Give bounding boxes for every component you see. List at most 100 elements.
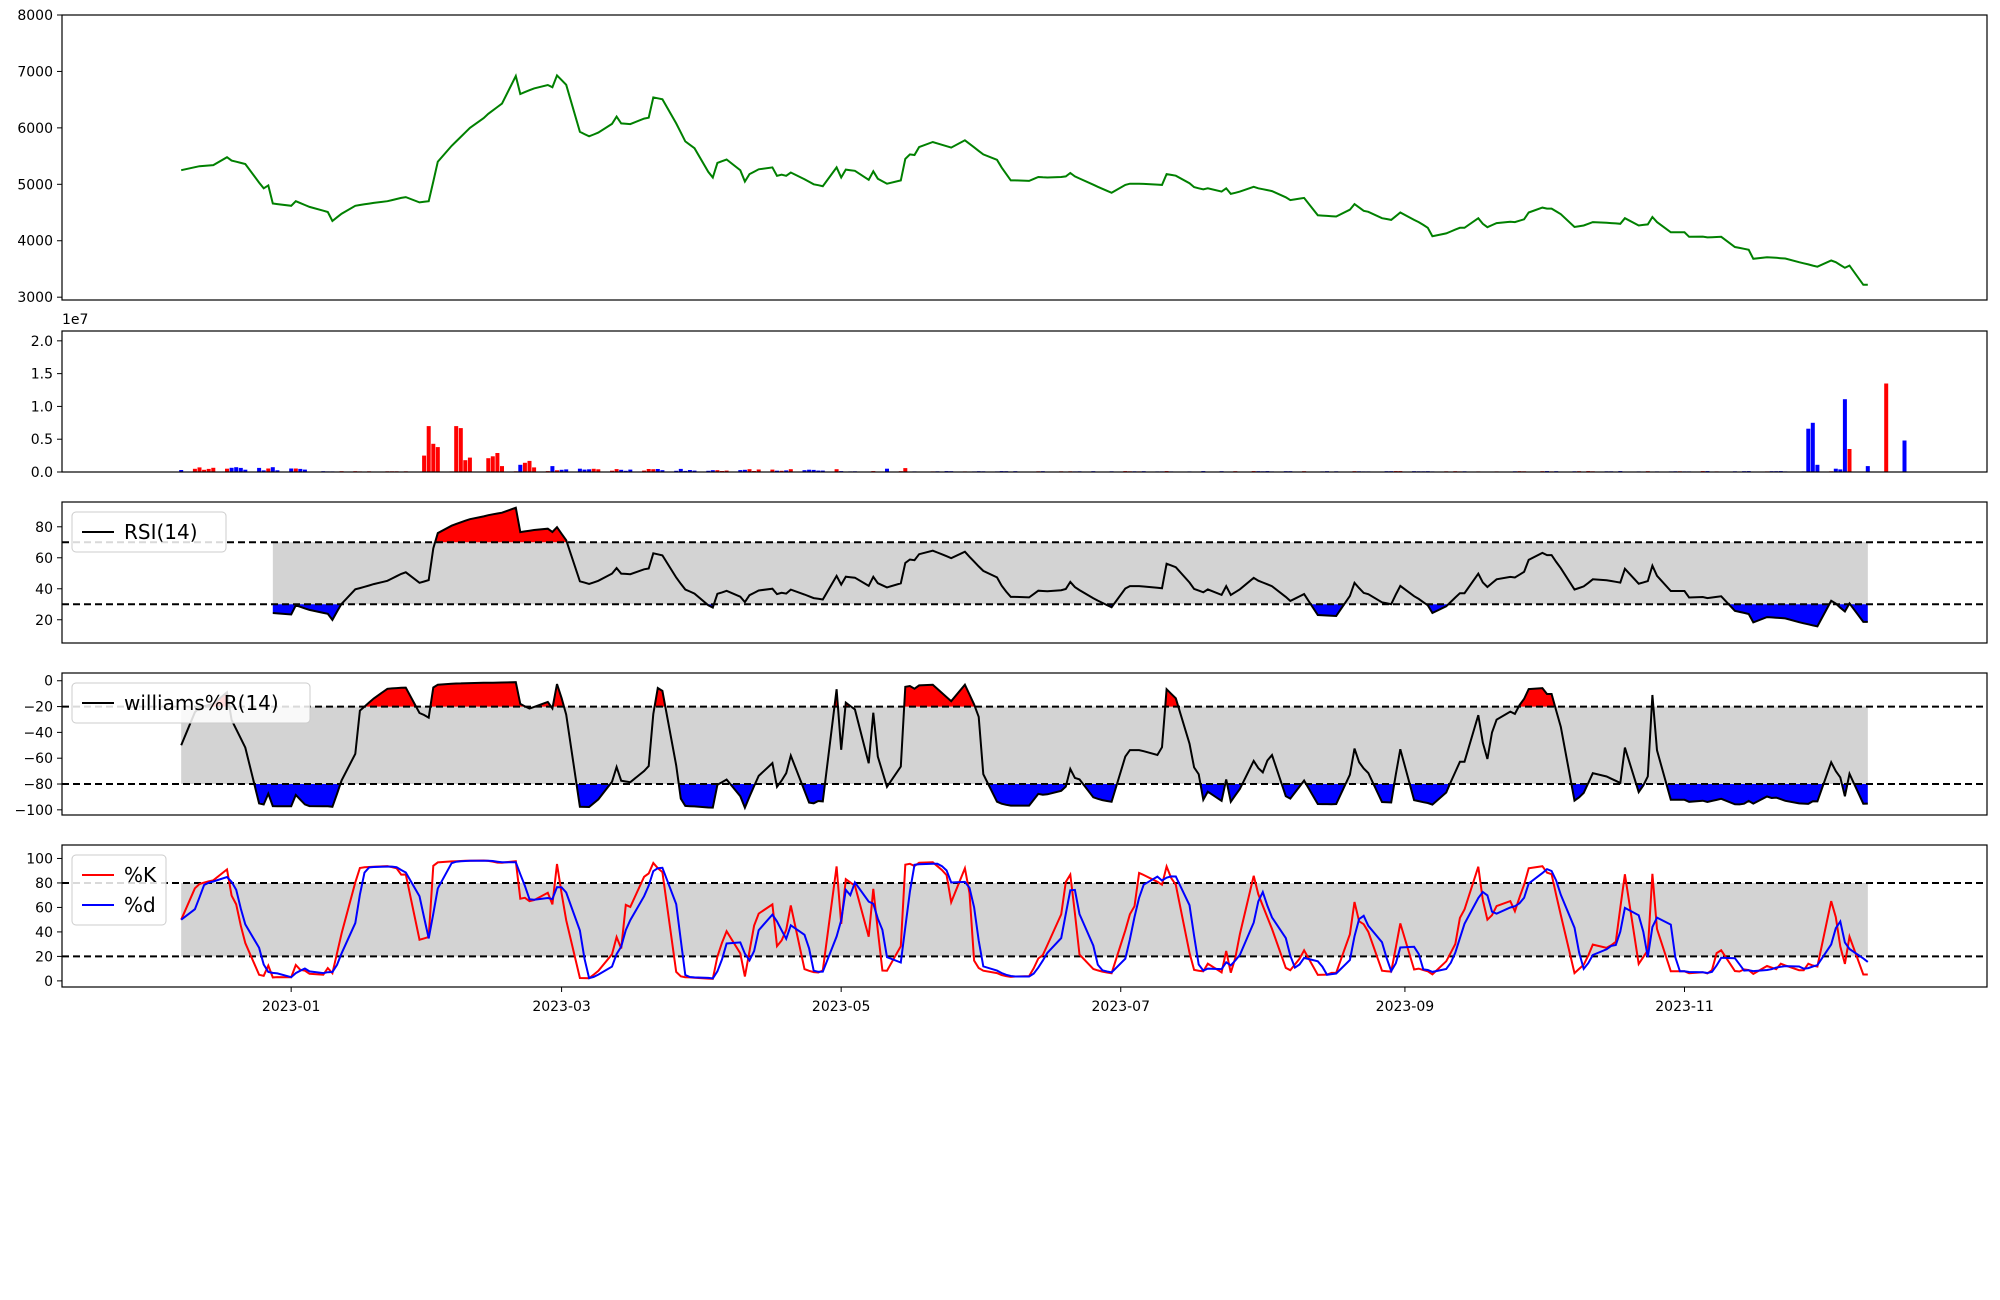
stoch-d-line bbox=[180, 859, 1869, 980]
rsi-overbought-fill bbox=[435, 507, 567, 543]
volume-bar bbox=[422, 455, 427, 472]
volume-bar bbox=[1838, 469, 1843, 472]
price-ytick-label: 6000 bbox=[17, 121, 53, 137]
volume-bar bbox=[642, 470, 647, 472]
volume-bar bbox=[820, 470, 825, 472]
x-tick-label: 2023-03 bbox=[532, 999, 591, 1015]
williams-panel: −100 −80 −60 −40 −20 0 williams%R(14) bbox=[15, 672, 1988, 819]
williams-ytick-label: −60 bbox=[23, 751, 53, 767]
stoch-ytick-label: 80 bbox=[35, 876, 53, 892]
rsi-ytick-label: 20 bbox=[35, 613, 53, 629]
rsi-legend-box bbox=[71, 511, 227, 553]
volume-bar bbox=[715, 470, 720, 472]
volume-bar bbox=[266, 468, 271, 472]
volume-bar bbox=[1815, 464, 1820, 472]
volume-bar bbox=[454, 426, 459, 472]
volume-bar bbox=[467, 457, 472, 472]
volume-bar bbox=[610, 470, 614, 472]
volume-bar bbox=[885, 468, 889, 472]
volume-panel: 0.0 0.5 1.0 1.5 2.0 1e7 bbox=[31, 312, 1988, 481]
volume-bar bbox=[289, 468, 294, 472]
volume-bar bbox=[302, 469, 307, 472]
volume-bar bbox=[211, 467, 216, 472]
volume-bar bbox=[738, 470, 743, 472]
rsi-ytick-label: 60 bbox=[35, 551, 53, 567]
volume-bar bbox=[903, 468, 908, 472]
volume-bar bbox=[706, 470, 711, 472]
volume-bar bbox=[490, 456, 495, 472]
stoch-ytick-label: 0 bbox=[44, 974, 53, 990]
volume-bar bbox=[1865, 466, 1870, 472]
x-tick-label: 2023-05 bbox=[812, 999, 871, 1015]
volume-bar bbox=[431, 443, 436, 472]
volume-bar bbox=[518, 464, 523, 472]
volume-ytick-label: 0.0 bbox=[31, 465, 53, 481]
williams-oversold-fill bbox=[254, 784, 1868, 808]
williams-line bbox=[180, 681, 1868, 811]
volume-bar bbox=[522, 462, 527, 472]
williams-ytick-label: 0 bbox=[44, 674, 53, 690]
volume-bar bbox=[270, 467, 275, 472]
volume-bar bbox=[238, 467, 243, 472]
volume-bar bbox=[206, 468, 211, 472]
rsi-ytick-label: 40 bbox=[35, 582, 53, 598]
volume-bar bbox=[655, 469, 660, 472]
volume-bar bbox=[628, 469, 633, 472]
williams-legend-box bbox=[71, 682, 311, 724]
volume-bar bbox=[564, 469, 569, 472]
williams-ytick-label: −40 bbox=[23, 725, 53, 741]
stoch-ytick-label: 20 bbox=[35, 949, 53, 965]
volume-bar bbox=[651, 469, 656, 472]
volume-bar bbox=[463, 460, 468, 472]
volume-bar bbox=[550, 466, 555, 472]
volume-bar bbox=[202, 469, 207, 472]
price-line bbox=[180, 73, 1868, 286]
x-tick-label: 2023-07 bbox=[1092, 999, 1151, 1015]
volume-bar bbox=[532, 467, 537, 472]
volume-bar bbox=[660, 470, 665, 472]
williams-axes-frame bbox=[61, 672, 1988, 816]
volume-bar bbox=[197, 467, 202, 472]
volume-bar bbox=[527, 460, 532, 472]
volume-bar bbox=[646, 469, 651, 472]
volume-bar bbox=[1842, 399, 1847, 472]
volume-bar bbox=[587, 469, 592, 472]
stochastic-panel: 0 20 40 60 80 100 2023-01 2023-03 2023-05 2023-07… bbox=[26, 844, 1988, 1015]
williams-overbought-fill bbox=[202, 682, 1654, 707]
stoch-ytick-label: 40 bbox=[35, 925, 53, 941]
stoch-legend-label: %K bbox=[124, 863, 157, 887]
volume-bar bbox=[1810, 422, 1815, 472]
volume-bar bbox=[500, 466, 504, 472]
x-tick-label: 2023-09 bbox=[1376, 999, 1435, 1015]
volume-bar bbox=[1902, 440, 1907, 472]
volume-bar bbox=[486, 458, 491, 472]
volume-bar bbox=[784, 470, 789, 472]
williams-neutral-band bbox=[181, 706, 1868, 785]
x-tick-label: 2023-01 bbox=[262, 999, 321, 1015]
volume-bar bbox=[802, 470, 807, 472]
volume-bar bbox=[807, 469, 812, 472]
volume-bar bbox=[674, 470, 679, 472]
volume-bar bbox=[619, 469, 624, 472]
volume-bar bbox=[225, 468, 229, 472]
volume-ytick-label: 2.0 bbox=[31, 334, 53, 350]
volume-bar bbox=[257, 467, 262, 472]
volume-bar bbox=[458, 428, 463, 472]
volume-bar bbox=[811, 469, 816, 472]
volume-bar bbox=[724, 470, 729, 472]
volume-bar bbox=[179, 470, 184, 472]
stoch-ytick-label: 100 bbox=[26, 851, 53, 867]
rsi-panel: 20 40 60 80 RSI(14) bbox=[35, 501, 1988, 644]
volume-bar bbox=[275, 470, 280, 472]
volume-bar bbox=[293, 468, 298, 472]
volume-bar bbox=[770, 469, 775, 472]
volume-ytick-label: 1.0 bbox=[31, 399, 53, 415]
williams-ytick-label: −20 bbox=[23, 700, 53, 716]
price-ytick-label: 5000 bbox=[17, 177, 53, 193]
volume-bar bbox=[1884, 383, 1889, 472]
volume-bar bbox=[591, 468, 596, 472]
stoch-ytick-label: 60 bbox=[35, 900, 53, 916]
rsi-legend-label: RSI(14) bbox=[124, 520, 198, 544]
volume-bar bbox=[234, 467, 239, 472]
volume-bar bbox=[623, 470, 628, 472]
